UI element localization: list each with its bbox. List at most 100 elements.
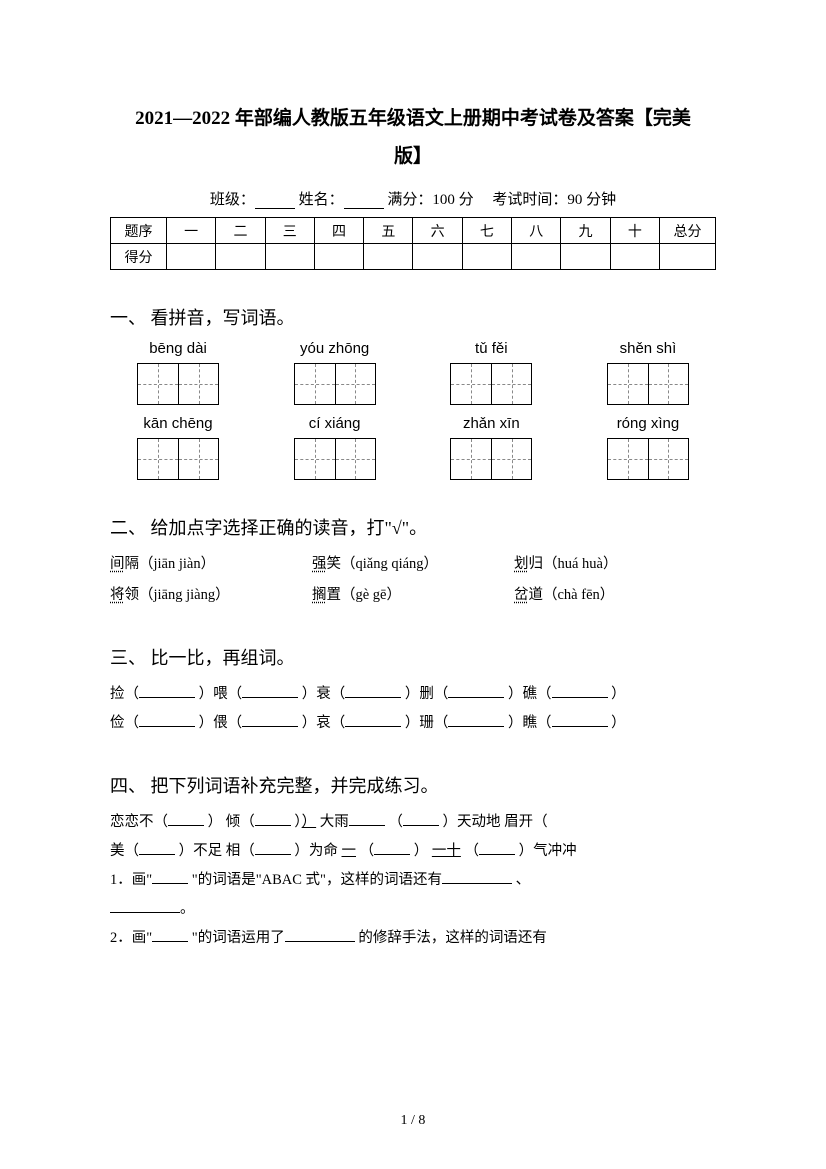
td-blank[interactable] [561,244,610,270]
q2-item: 归（huá huà） [529,556,618,572]
blank[interactable] [242,713,298,727]
q2-item: 道（chà fēn） [529,587,615,603]
blank-style [152,928,188,942]
underlined: 一十 [432,843,461,859]
score-value-row: 得分 [111,244,716,270]
name-blank[interactable] [344,193,384,209]
q4-heading: 四、 把下列词语补充完整，并完成练习。 [110,772,716,798]
th-8: 八 [512,218,561,244]
pinyin-label: tǔ fěi [475,340,508,357]
q1-heading: 一、 看拼音，写词语。 [110,304,716,330]
q2-dotted: 强 [312,556,327,572]
score-header-row: 题序 一 二 三 四 五 六 七 八 九 十 总分 [111,218,716,244]
pinyin-label: cí xiáng [309,415,361,432]
td-blank[interactable] [413,244,462,270]
q2-body: 间隔（jiān jiàn） 强笑（qiǎng qiáng） 划归（huá huà… [110,550,716,610]
pinyin-label: róng xìng [617,415,680,432]
td-score-label: 得分 [111,244,167,270]
blank[interactable] [139,841,175,855]
blank[interactable] [448,684,504,698]
q4-sub2: 2．画" "的词语运用了 的修辞手法，这样的词语还有 [110,924,716,953]
q3-body: 捡（ ）喂（ ）衰（ ）删（ ）礁（ ） 俭（ ）偎（ ）哀（ ）珊（ ）瞧（ … [110,680,716,738]
char-grid[interactable] [607,438,689,480]
q4-line1: 恋恋不（ ） 倾（ ）） 大雨 （ ）天动地 眉开（ [110,808,716,837]
q3-heading: 三、 比一比，再组词。 [110,644,716,670]
char-grid[interactable] [137,363,219,405]
th-1: 一 [167,218,216,244]
q2-dotted: 岔 [514,587,529,603]
th-2: 二 [216,218,265,244]
q4-sub1: 1．画" "的词语是"ABAC 式"，这样的词语还有 、 [110,866,716,895]
q2-dotted: 间 [110,556,125,572]
td-blank[interactable] [512,244,561,270]
char-grid[interactable] [450,363,532,405]
title-line1: 2021—2022 年部编人教版五年级语文上册期中考试卷及答案【完美 [110,100,716,138]
blank[interactable] [285,928,355,942]
q2-item: 领（jiāng jiàng） [125,587,230,603]
full-label: 满分：100 分 [387,192,473,208]
pinyin-row-1: bēng dài yóu zhōng tǔ fěi shěn shì [110,340,716,405]
blank[interactable] [552,713,608,727]
char-grid[interactable] [137,438,219,480]
blank[interactable] [345,684,401,698]
td-blank[interactable] [462,244,511,270]
blank[interactable] [552,684,608,698]
name-label: 姓名： [299,192,344,208]
blank[interactable] [349,812,385,826]
score-table: 题序 一 二 三 四 五 六 七 八 九 十 总分 得分 [110,217,716,270]
class-label: 班级： [210,192,255,208]
td-blank[interactable] [314,244,363,270]
q2-item: 笑（qiǎng qiáng） [327,556,439,572]
underlined: 一 [342,843,357,859]
th-seq: 题序 [111,218,167,244]
td-blank[interactable] [364,244,413,270]
class-blank[interactable] [255,193,295,209]
char-grid[interactable] [607,363,689,405]
td-blank[interactable] [660,244,716,270]
q2-heading: 二、 给加点字选择正确的读音，打"√"。 [110,514,716,540]
blank[interactable] [442,870,512,884]
pinyin-label: bēng dài [149,340,207,357]
blank[interactable] [139,713,195,727]
pinyin-row-2: kān chēng cí xiáng zhǎn xīn róng xìng [110,415,716,480]
pinyin-label: zhǎn xīn [463,415,520,432]
q2-dotted: 搁 [312,587,327,603]
blank[interactable] [448,713,504,727]
time-label: 考试时间：90 分钟 [492,192,616,208]
blank[interactable] [374,841,410,855]
td-blank[interactable] [167,244,216,270]
blank[interactable] [255,812,291,826]
char-grid[interactable] [294,363,376,405]
blank-style [152,870,188,884]
char-grid[interactable] [294,438,376,480]
underlined: ） [302,814,317,830]
info-line: 班级： 姓名： 满分：100 分 考试时间：90 分钟 [110,188,716,209]
blank[interactable] [255,841,291,855]
title-line2: 版】 [110,138,716,176]
blank[interactable] [403,812,439,826]
th-7: 七 [462,218,511,244]
q2-item: 置（gè gē） [327,587,402,603]
blank[interactable] [345,713,401,727]
th-3: 三 [265,218,314,244]
th-6: 六 [413,218,462,244]
blank[interactable] [242,684,298,698]
blank[interactable] [479,841,515,855]
blank[interactable] [110,899,180,913]
page-number: 1 / 8 [0,1113,826,1129]
th-5: 五 [364,218,413,244]
th-9: 九 [561,218,610,244]
th-4: 四 [314,218,363,244]
pinyin-label: shěn shì [620,340,677,357]
q4-sub1-cont: 。 [110,895,716,924]
blank[interactable] [168,812,204,826]
q4-line2: 美（ ）不足 相（ ）为命 一 （ ） 一十 （ ）气冲冲 [110,837,716,866]
th-10: 十 [610,218,659,244]
q2-item: 隔（jiān jiàn） [125,556,216,572]
td-blank[interactable] [265,244,314,270]
blank[interactable] [139,684,195,698]
q3-row1: 捡（ ）喂（ ）衰（ ）删（ ）礁（ ） [110,680,716,709]
char-grid[interactable] [450,438,532,480]
td-blank[interactable] [610,244,659,270]
td-blank[interactable] [216,244,265,270]
